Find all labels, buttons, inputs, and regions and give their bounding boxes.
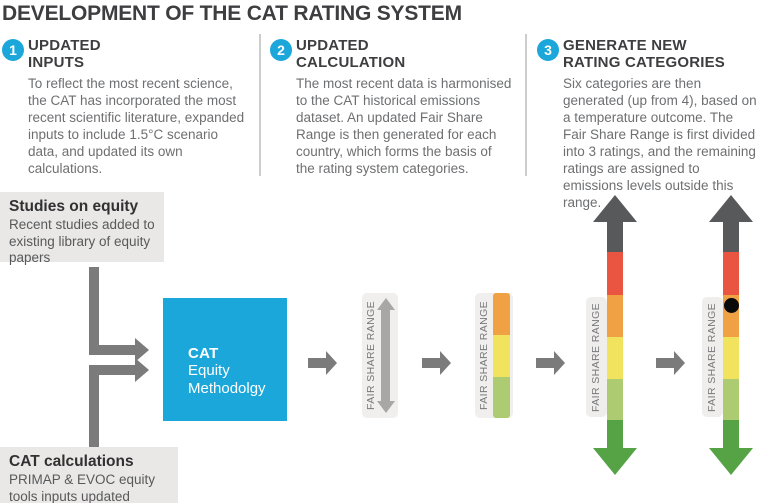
flow-arrow-shaft [422,358,440,368]
connector-studies-horizontal [89,345,135,355]
step-3-number-badge: 3 [537,39,559,61]
rating-segment-orange [493,293,510,335]
studies-box-body: Recent studies added to existing library… [9,217,155,266]
cat-box-title: CAT [188,345,219,362]
rating-scale-segments [607,221,623,448]
rating-color-column [493,293,510,418]
flow-arrow-head [554,351,565,375]
country-rating-dot-icon [724,298,739,313]
fair-share-range-stage-1: FAIR SHARE RANGE [362,293,398,418]
rating-segment-dark-gray [607,221,623,252]
cat-equity-methodology-box: CAT Equity Methodolgy [163,298,287,421]
step-2-body: The most recent data is harmonised to th… [296,76,512,177]
scale-arrow-up-icon [593,195,637,222]
connector-studies-arrowhead-icon [135,338,149,362]
fair-share-range-label: FAIR SHARE RANGE [478,300,490,411]
double-arrow-up-head [377,298,395,310]
rating-segment-green [607,420,623,448]
rating-segment-red [607,252,623,295]
cat-box-subtitle: Equity Methodolgy [188,362,266,397]
scale-arrow-up-icon [709,195,753,222]
rating-segment-orange [607,295,623,337]
rating-segment-yellow [723,337,739,379]
flow-arrow-head [674,351,685,375]
calculations-box-title: CAT calculations [9,453,134,470]
double-arrow-down-head [377,401,395,413]
fair-share-range-tag: FAIR SHARE RANGE [586,297,607,417]
flow-arrow-head [326,351,337,375]
fair-share-range-stage-2: FAIR SHARE RANGE [475,293,513,418]
rating-segment-light-green [723,379,739,420]
flow-arrow-icon [422,351,451,375]
flow-arrow-icon [656,351,685,375]
rating-segment-dark-gray [723,221,739,252]
rating-segment-light-green [607,379,623,420]
flow-arrow-shaft [308,358,326,368]
rating-segment-green [723,420,739,448]
double-arrow-icon [377,298,395,413]
step-1-heading: UPDATED INPUTS [28,37,101,72]
flow-arrow-shaft [656,358,674,368]
step-generate-new-rating-categories: 3 GENERATE NEW RATING CATEGORIES Six cat… [537,37,759,211]
rating-segment-yellow [493,334,510,378]
connector-calculations-arrowhead-icon [135,358,149,382]
section-divider [259,34,261,176]
rating-scale-segments [723,221,739,448]
connector-calculations-horizontal [89,365,135,375]
section-divider [525,34,527,176]
rating-scale-stage-4 [709,195,753,475]
page-title: DEVELOPMENT OF THE CAT RATING SYSTEM [2,2,462,25]
flow-arrow-icon [308,351,337,375]
fair-share-range-label: FAIR SHARE RANGE [590,302,602,412]
connector-studies-vertical [89,267,99,355]
rating-scale-stage-3 [593,195,637,475]
flow-arrow-icon [536,351,565,375]
step-3-body: Six categories are then generated (up fr… [563,76,757,211]
scale-arrow-down-icon [593,448,637,475]
studies-box-title: Studies on equity [9,198,139,215]
rating-segment-green [493,377,510,418]
step-1-number-badge: 1 [2,39,24,61]
double-arrow-shaft [381,309,390,402]
flow-arrow-head [440,351,451,375]
fair-share-range-tag: FAIR SHARE RANGE [702,297,723,417]
cat-calculations-box: CAT calculations PRIMAP & EVOC equity to… [0,447,178,503]
step-updated-inputs: 1 UPDATED INPUTS To reflect the most rec… [2,37,248,177]
connector-calculations-vertical [89,365,99,447]
step-3-heading: GENERATE NEW RATING CATEGORIES [563,37,726,72]
calculations-box-body: PRIMAP & EVOC equity tools inputs update… [9,472,156,503]
step-1-body: To reflect the most recent science, the … [28,76,245,177]
rating-segment-yellow [607,337,623,379]
step-2-heading: UPDATED CALCULATION [296,37,406,72]
scale-arrow-down-icon [709,448,753,475]
step-updated-calculation: 2 UPDATED CALCULATION The most recent da… [270,37,512,177]
studies-on-equity-box: Studies on equity Recent studies added t… [0,192,164,265]
step-2-number-badge: 2 [270,39,292,61]
rating-segment-red [723,252,739,295]
fair-share-range-label: FAIR SHARE RANGE [706,302,718,412]
flow-arrow-shaft [536,358,554,368]
